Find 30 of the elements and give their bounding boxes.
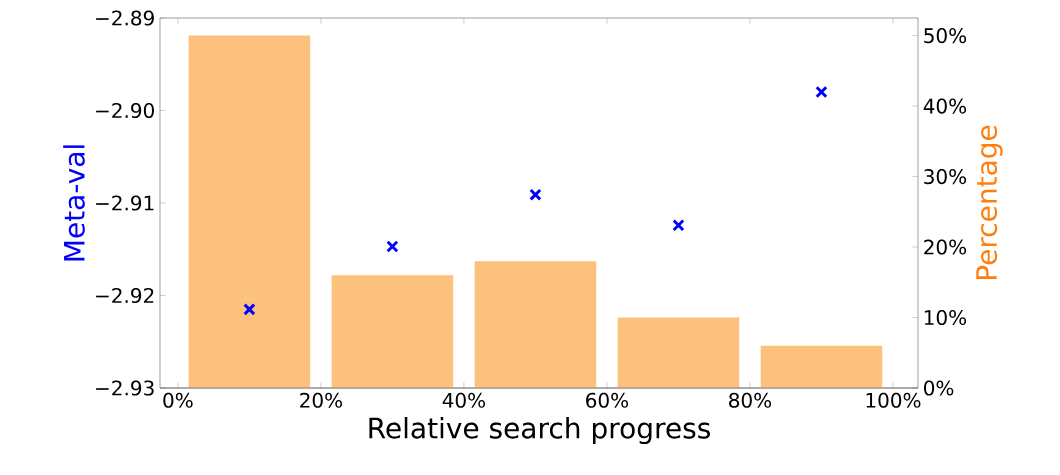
y-axis-title: Meta-val bbox=[63, 145, 85, 261]
point bbox=[672, 219, 685, 232]
y2-tick-label: 20% bbox=[924, 239, 967, 255]
x-tick-label: 60% bbox=[586, 392, 629, 408]
y2-tick-label: 50% bbox=[924, 28, 967, 44]
y-tick-label: −2.92 bbox=[96, 287, 154, 304]
y-tick-label: −2.93 bbox=[96, 380, 154, 396]
y2-axis-title: Percentage bbox=[976, 125, 1003, 280]
bar bbox=[331, 275, 454, 388]
point bbox=[243, 303, 256, 316]
point bbox=[529, 188, 542, 201]
x-tick-label: 80% bbox=[729, 392, 772, 408]
x-tick-label: 40% bbox=[442, 392, 486, 408]
point bbox=[386, 240, 399, 253]
y2-tick-label: 40% bbox=[923, 98, 967, 114]
bar bbox=[760, 345, 883, 388]
y2-tick-label: 10% bbox=[924, 309, 967, 326]
y2-tick-label: 30% bbox=[924, 169, 967, 185]
y-tick-label: −2.90 bbox=[96, 102, 154, 119]
bar bbox=[188, 35, 311, 388]
point bbox=[815, 85, 828, 99]
y-tick-label: −2.89 bbox=[96, 10, 154, 26]
bar bbox=[474, 261, 597, 388]
x-tick-label: 0% bbox=[163, 392, 193, 408]
y2-tick-label: 0% bbox=[924, 380, 954, 396]
x-axis-title: Relative search progress bbox=[369, 417, 710, 445]
bar bbox=[617, 317, 740, 388]
x-tick-label: 20% bbox=[300, 392, 343, 408]
y-tick-label: −2.91 bbox=[96, 195, 154, 211]
x-tick-label: 100% bbox=[866, 392, 921, 408]
